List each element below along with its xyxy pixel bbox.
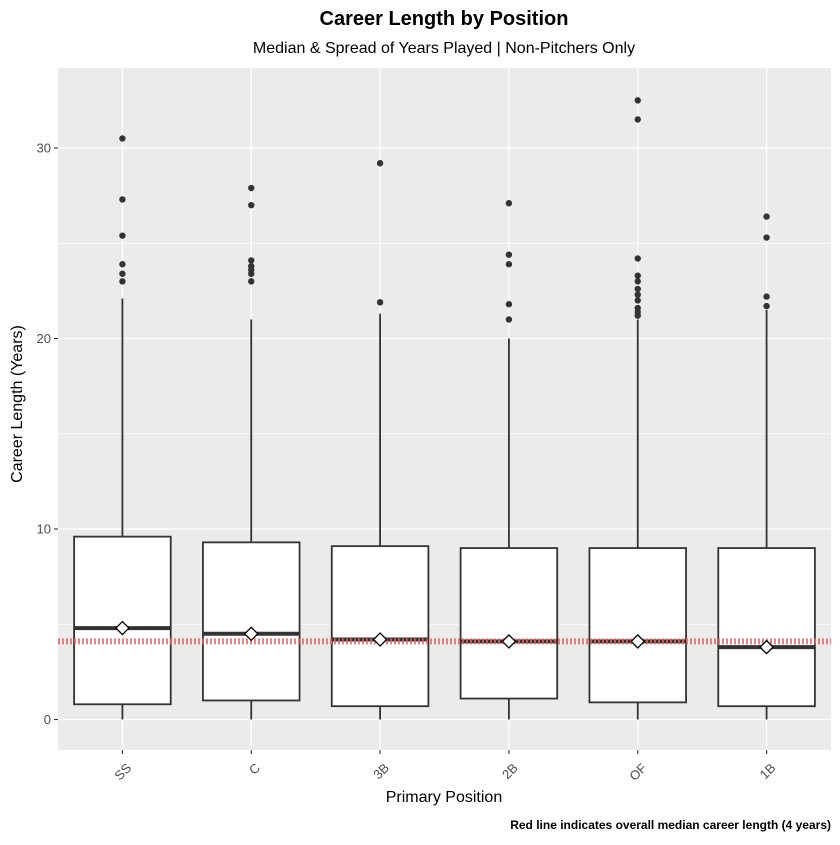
outlier-point — [119, 278, 126, 285]
x-tick-label: 2B — [499, 760, 521, 782]
mean-marker-of — [630, 633, 646, 649]
box-ss — [73, 135, 172, 720]
outlier-point — [505, 251, 513, 258]
outlier-point — [505, 301, 513, 308]
y-tick-label: 0 — [44, 712, 51, 727]
outlier-point — [763, 302, 770, 310]
x-tick-label: 3B — [370, 760, 392, 782]
iqr-box — [588, 547, 687, 704]
mean-marker-1b — [759, 639, 775, 655]
iqr-box — [717, 547, 816, 708]
outlier-point — [119, 135, 126, 142]
x-tick-label: 1B — [757, 760, 779, 782]
outlier-point — [248, 262, 255, 270]
iqr-box — [73, 535, 172, 706]
outlier-point — [119, 270, 126, 277]
outlier-point — [248, 257, 255, 264]
outlier-point — [248, 184, 255, 192]
outlier-point — [634, 255, 641, 262]
outlier-point — [634, 278, 641, 285]
box-2b — [459, 200, 559, 720]
outlier-point — [376, 160, 384, 167]
outlier-point — [634, 304, 641, 312]
box-of — [588, 97, 687, 720]
plot-panel: 0 10 20 30 SS C 3B 2B OF 1B — [37, 68, 831, 784]
x-axis-title: Primary Position — [386, 789, 502, 806]
outlier-point — [763, 293, 770, 300]
chart-subtitle: Median & Spread of Years Played | Non-Pi… — [253, 40, 635, 57]
outlier-point — [763, 213, 770, 220]
outlier-point — [505, 261, 513, 268]
outlier-point — [376, 299, 384, 306]
box-1b — [717, 213, 816, 720]
outlier-point — [634, 285, 641, 293]
outlier-point — [505, 316, 513, 323]
iqr-box — [330, 545, 430, 708]
mean-marker-2b — [501, 633, 517, 649]
outlier-point — [248, 201, 255, 209]
outlier-point — [634, 97, 641, 104]
x-tick-label: SS — [111, 760, 134, 783]
outlier-point — [119, 261, 126, 268]
mean-marker-c — [243, 626, 259, 642]
chart-caption: Red line indicates overall median career… — [510, 818, 831, 832]
iqr-box — [459, 547, 559, 700]
outlier-point — [119, 232, 126, 239]
outlier-point — [634, 291, 641, 298]
y-tick-label: 30 — [37, 141, 51, 156]
y-tick-label: 10 — [37, 522, 51, 537]
outlier-point — [248, 278, 255, 285]
outlier-point — [763, 234, 770, 241]
x-tick-label: OF — [626, 760, 649, 783]
outlier-point — [634, 272, 641, 279]
y-axis-title: Career Length (Years) — [9, 325, 26, 483]
outlier-point — [119, 196, 126, 203]
chart-title: Career Length by Position — [320, 8, 569, 30]
y-tick-label: 20 — [37, 331, 51, 346]
mean-marker-ss — [114, 620, 130, 636]
outlier-point — [505, 200, 513, 207]
iqr-box — [202, 541, 301, 702]
outlier-point — [634, 297, 641, 304]
plot-background — [58, 68, 831, 750]
x-tick-label: C — [246, 760, 263, 777]
box-c — [202, 184, 301, 720]
mean-marker-3b — [372, 632, 388, 647]
outlier-point — [634, 116, 641, 123]
